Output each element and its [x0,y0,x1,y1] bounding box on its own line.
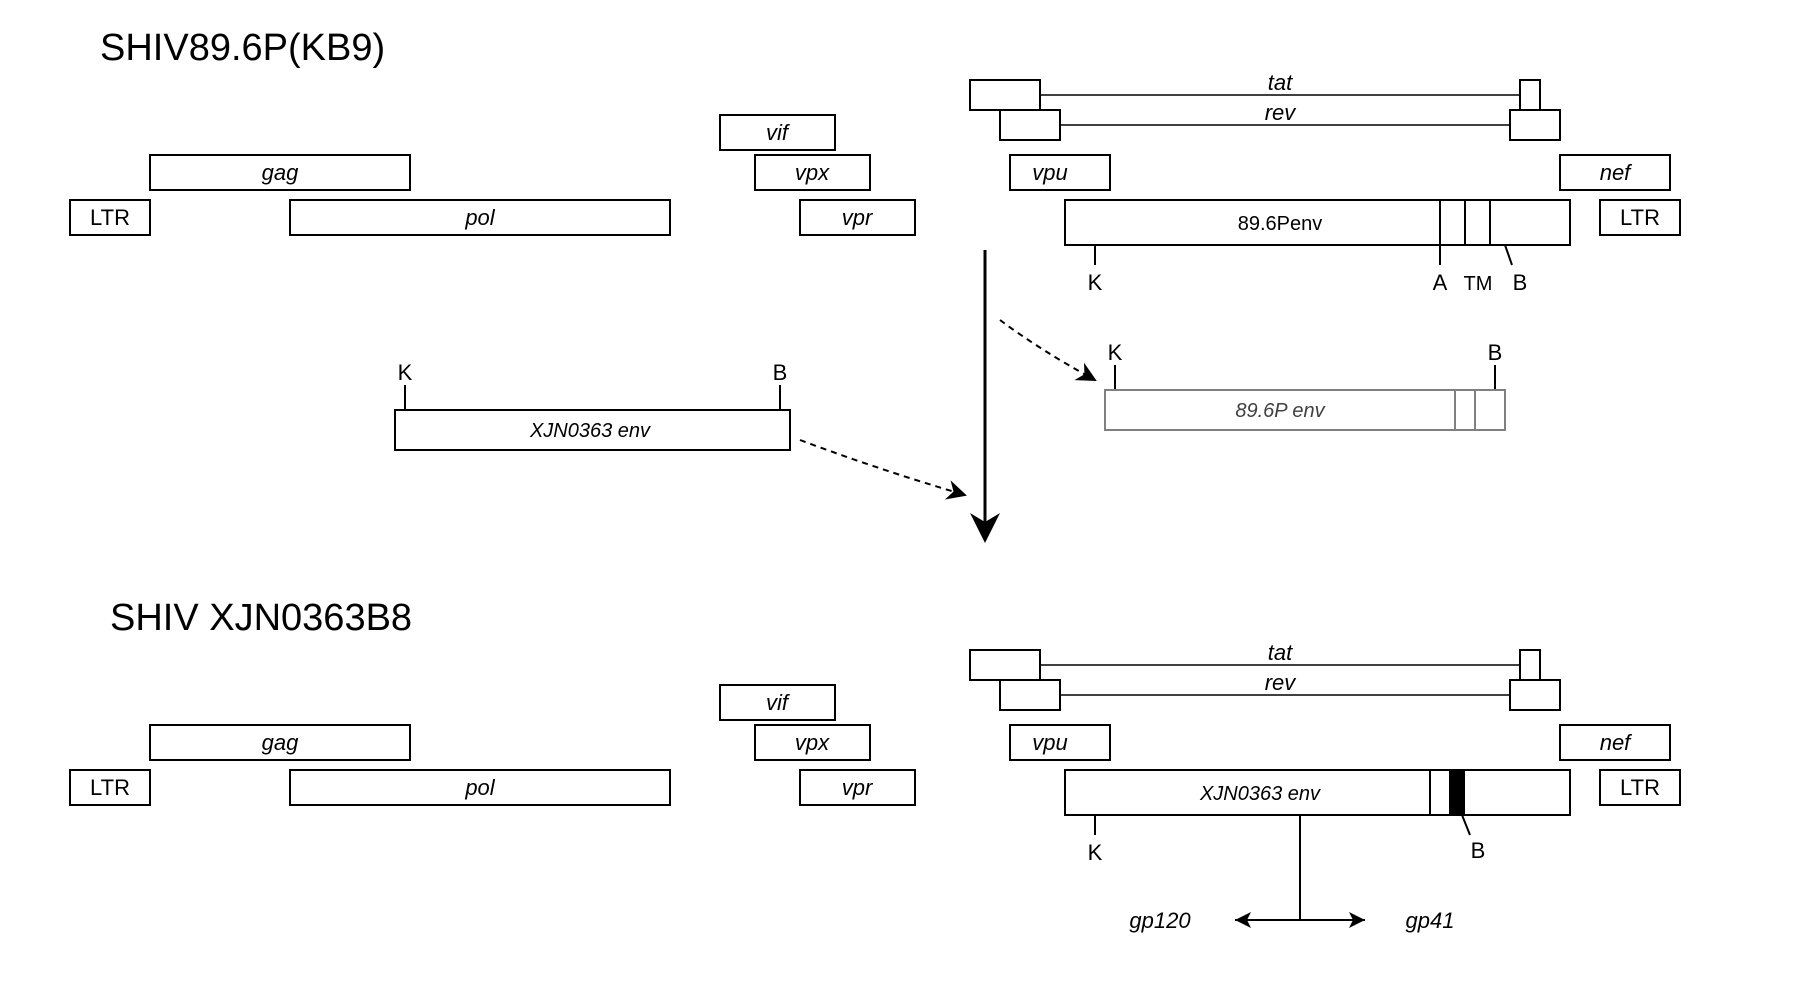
vpr-label-top: vpr [842,205,874,230]
vpx-label-bot: vpx [795,730,830,755]
ltr-left-label-bot: LTR [90,775,130,800]
tat-label-top: tat [1268,70,1293,95]
frag-out-label: 89.6P env [1235,400,1325,422]
frag-out-k: K [1108,340,1123,365]
rev-right-box-top [1510,110,1560,140]
tat-right-box-top [1520,80,1540,110]
tat-label-bot: tat [1268,640,1293,665]
ltr-right-label-top: LTR [1620,205,1660,230]
marker-k-top: K [1088,270,1103,295]
gp41-label: gp41 [1406,908,1455,933]
vpu-label-bot: vpu [1032,730,1067,755]
ltr-right-label-bot: LTR [1620,775,1660,800]
rev-left-box-top [1000,110,1060,140]
arrow-in [800,440,965,495]
rev-label-bot: rev [1265,670,1298,695]
vif-label-top: vif [766,120,791,145]
marker-b-bot: B [1471,838,1486,863]
tat-right-box-bot [1520,650,1540,680]
title-top: SHIV89.6P(KB9) [100,27,385,69]
marker-b-tick-top [1505,245,1512,265]
env-thick-bot [1450,770,1465,815]
frag-in-b: B [773,360,788,385]
vpx-label-top: vpx [795,160,830,185]
env-label-top: 89.6Penv [1238,213,1323,235]
pol-label-top: pol [464,205,495,230]
gag-label-bot: gag [262,730,299,755]
marker-k-bot: K [1088,840,1103,865]
nef-label-top: nef [1600,160,1633,185]
marker-b-tick-bot [1462,815,1470,835]
vpr-label-bot: vpr [842,775,874,800]
marker-b-top: B [1513,270,1528,295]
vif-label-bot: vif [766,690,791,715]
frag-out-b: B [1488,340,1503,365]
tat-left-box-bot [970,650,1040,680]
marker-a-top: A [1433,270,1448,295]
frag-in-k: K [398,360,413,385]
tat-left-box-top [970,80,1040,110]
nef-label-bot: nef [1600,730,1633,755]
marker-tm-top: TM [1464,273,1493,295]
gag-label-top: gag [262,160,299,185]
arrow-out [1000,320,1095,380]
pol-label-bot: pol [464,775,495,800]
rev-label-top: rev [1265,100,1298,125]
env-label-bot: XJN0363 env [1199,783,1321,805]
rev-right-box-bot [1510,680,1560,710]
rev-left-box-bot [1000,680,1060,710]
title-bottom: SHIV XJN0363B8 [110,597,412,639]
ltr-left-label-top: LTR [90,205,130,230]
gp120-label: gp120 [1129,908,1191,933]
vpu-label-top: vpu [1032,160,1067,185]
frag-in-label: XJN0363 env [529,420,651,442]
